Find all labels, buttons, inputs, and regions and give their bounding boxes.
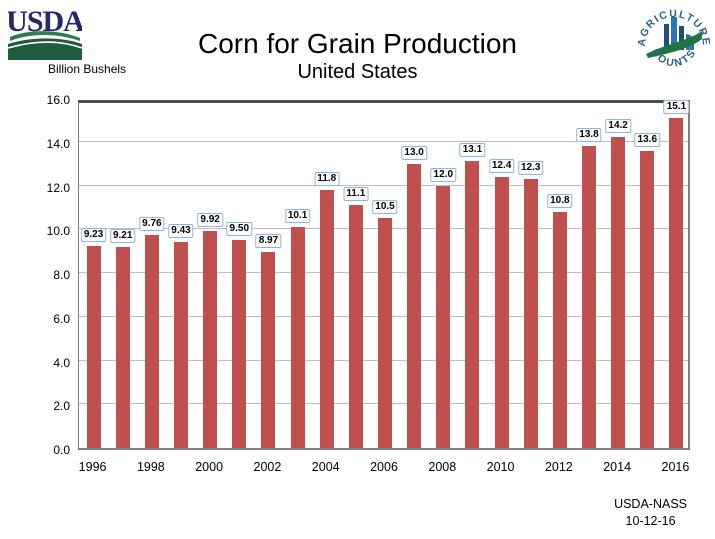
x-axis-tick-label: 1996 — [78, 460, 107, 474]
bar — [436, 185, 451, 448]
bar — [552, 211, 567, 448]
agcounts-leaf-swoosh — [646, 31, 702, 58]
bar-value-label: 13.0 — [401, 145, 427, 160]
x-axis-tick-label: 2004 — [311, 460, 340, 474]
bar-value-label: 9.92 — [197, 213, 223, 227]
y-axis-tick-label: 8.0 — [53, 268, 70, 282]
gridline — [79, 140, 688, 142]
bar-value-label: 9.21 — [109, 228, 136, 243]
bar-value-label: 8.97 — [255, 233, 282, 248]
y-axis-tick-label: 10.0 — [46, 224, 70, 239]
bar-value-label: 13.1 — [459, 143, 486, 158]
gridline — [79, 184, 688, 186]
x-axis-tick-label: 2006 — [370, 460, 398, 474]
bar — [669, 117, 684, 448]
y-axis-tick-label: 6.0 — [53, 311, 70, 326]
bar — [611, 137, 626, 448]
source-text: USDA-NASS — [614, 497, 687, 511]
bar — [378, 218, 392, 448]
bar-value-label: 12.3 — [517, 160, 544, 175]
source-note: USDA-NASS 10-12-16 — [614, 496, 687, 530]
bar-value-label: 13.8 — [576, 128, 602, 143]
bar — [144, 234, 159, 448]
plot-area: 9.23 9.21 9.76 9.43 9.92 9.50 8.97 10.1 11.8 11.1… — [78, 99, 690, 450]
bar — [290, 227, 305, 448]
bar-value-label: 15.1 — [663, 99, 690, 114]
x-axis-tick-label: 2000 — [195, 460, 224, 474]
y-axis-tick-label: 16.0 — [46, 93, 70, 107]
bar-value-label: 13.6 — [634, 132, 661, 147]
x-axis-tick-label: 1998 — [136, 460, 165, 474]
bar-value-label: 14.2 — [605, 119, 631, 134]
bar — [115, 246, 130, 448]
bar-value-label: 9.23 — [80, 228, 107, 243]
bar-value-label: 11.8 — [314, 171, 340, 186]
agcounts-building-icon — [664, 24, 669, 50]
bar-value-label: 10.5 — [372, 200, 398, 215]
agcounts-building-icon — [671, 17, 677, 50]
usda-logo-swoosh-upper — [10, 31, 80, 41]
bar — [407, 163, 422, 448]
y-axis-tick-label: 4.0 — [53, 355, 70, 370]
y-axis-unit-label: Billion Bushels — [48, 62, 127, 76]
bar — [582, 146, 596, 448]
x-axis-tick-label: 2010 — [486, 460, 515, 474]
bar — [494, 176, 509, 448]
bar — [203, 231, 218, 448]
bar — [174, 241, 188, 448]
bar-value-label: 10.8 — [547, 193, 573, 208]
x-axis-tick-label: 2012 — [544, 460, 573, 474]
date-text: 10-12-16 — [625, 514, 676, 528]
chart-subtitle: United States — [297, 61, 418, 83]
bar-value-label: 9.50 — [226, 222, 253, 237]
bar — [523, 178, 538, 448]
bar — [348, 205, 363, 448]
bar — [465, 161, 480, 448]
bar-value-label: 11.1 — [343, 187, 369, 202]
bar — [319, 189, 334, 448]
bar-value-label: 12.0 — [430, 167, 457, 182]
y-axis-tick-label: 0.0 — [53, 443, 70, 457]
x-axis-tick-label: 2014 — [603, 460, 632, 474]
bar — [261, 251, 276, 448]
chart-title: Corn for Grain Production — [197, 28, 518, 59]
bar-value-label: 9.43 — [168, 223, 194, 238]
bar-chart: 9.23 9.21 9.76 9.43 9.92 9.50 8.97 10.1 11.8 11.1… — [47, 93, 690, 474]
usda-logo-swoosh-line — [7, 41, 83, 49]
bar-value-label: 9.76 — [139, 216, 165, 231]
bar — [640, 150, 655, 448]
x-axis-tick-label: 2008 — [428, 460, 457, 474]
y-axis-tick-label: 12.0 — [46, 180, 70, 195]
bar — [232, 240, 247, 448]
title-block: Corn for Grain Production United States — [0, 28, 715, 84]
bar-value-label: 12.4 — [488, 158, 515, 173]
bar — [86, 246, 101, 448]
x-axis-tick-label: 2002 — [253, 460, 282, 474]
usda-logo: USDA — [6, 4, 86, 60]
y-axis-tick-label: 14.0 — [46, 136, 70, 151]
x-axis-tick-label: 2016 — [661, 460, 690, 474]
agcounts-building-icon — [679, 26, 684, 50]
agriculture-counts-logo: AGRICULTURE COUNTS — [634, 0, 714, 80]
bar-value-label: 10.1 — [284, 209, 311, 224]
y-axis-tick-label: 2.0 — [53, 399, 70, 414]
